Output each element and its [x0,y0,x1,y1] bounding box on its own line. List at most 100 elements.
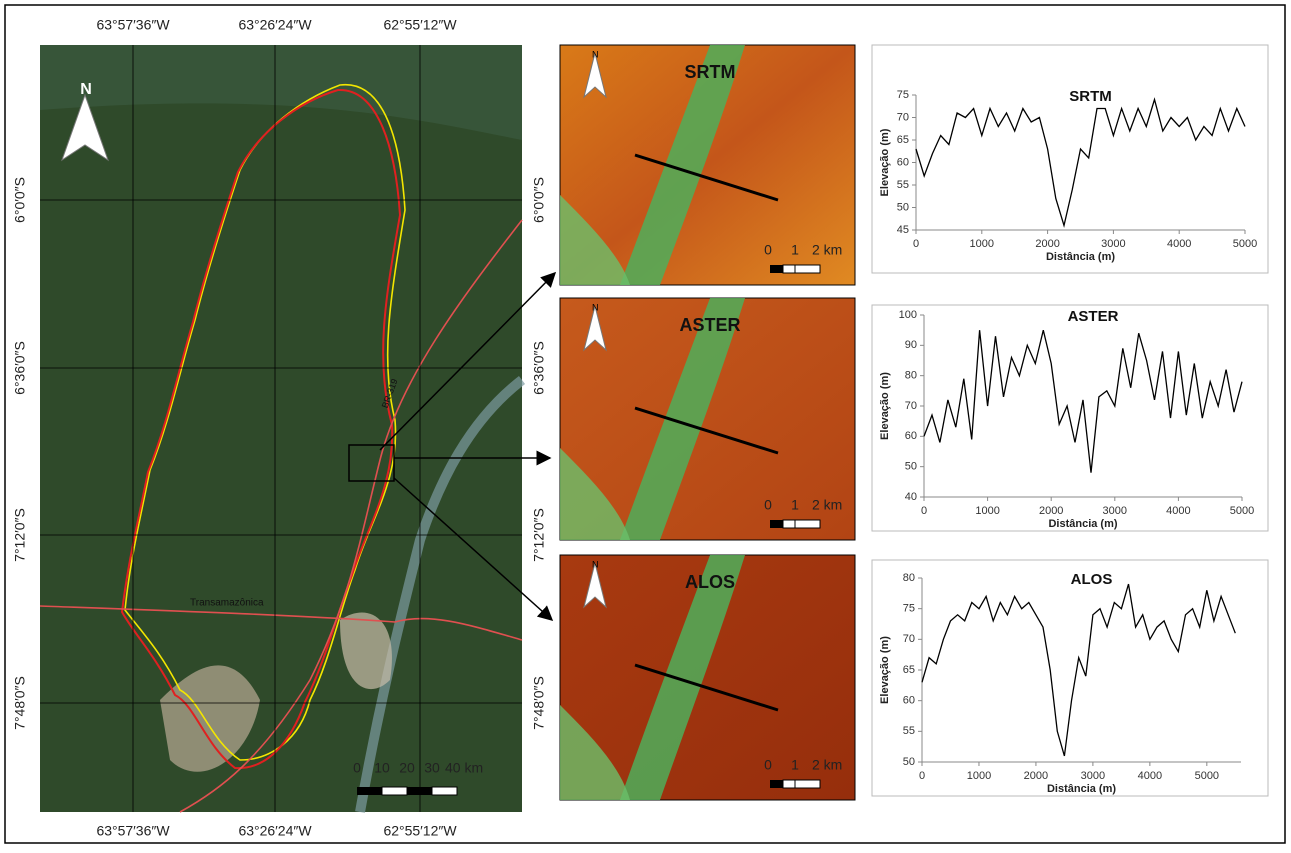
scale-label: 2 km [812,757,842,773]
scale-label: 0 [764,757,772,773]
scale-label: 0 [353,760,361,776]
scale-label: 10 [374,760,390,776]
x-tick-label: 2000 [1039,505,1063,517]
x-axis-title: Distância (m) [1048,518,1117,530]
y-tick-label: 70 [903,633,915,645]
scale-label: 1 [791,757,799,773]
figure: N Transamazônica BR-319 0 10 20 30 40 km… [0,0,1291,848]
y-tick-label: 60 [905,430,917,442]
x-tick-label: 0 [919,770,925,782]
y-tick-label: 70 [897,111,909,123]
y-tick-label: 55 [897,179,909,191]
lat-label: 7°48′0″S [12,676,28,730]
lon-label: 63°26′24″W [238,17,312,33]
y-tick-label: 50 [903,756,915,768]
x-tick-label: 5000 [1233,238,1257,250]
profile-chart: 45 50 55 60 65 70 75 0 1000 2000 3000 4000 5000 SRTM D… [872,45,1268,273]
scale-seg [770,780,783,788]
x-tick-label: 2000 [1024,770,1048,782]
scale-label: 20 [399,760,415,776]
x-tick-label: 2000 [1035,238,1059,250]
scale-seg [795,520,820,528]
y-tick-label: 80 [905,370,917,382]
scale-seg [783,780,795,788]
chart-title: ASTER [1068,308,1119,325]
panel-title: ALOS [685,572,735,592]
y-tick-label: 65 [903,664,915,676]
scale-bar [357,787,457,795]
profile-chart: 50 55 60 65 70 75 80 0 1000 2000 3000 4000 5000 ALOS D… [872,560,1268,796]
y-tick-label: 70 [905,400,917,412]
x-tick-label: 5000 [1230,505,1254,517]
panel-title: ASTER [679,315,740,335]
scale-label: 40 km [445,760,483,776]
road-label: Transamazônica [190,598,264,609]
lat-label: 7°12′0″S [12,508,28,562]
lon-label: 62°55′12″W [383,17,457,33]
scale-seg [783,520,795,528]
lat-label: 6°0′0″S [531,177,547,223]
scale-seg [783,265,795,273]
y-axis-title: Elevação (m) [879,372,891,440]
map-background [40,45,522,812]
lon-label: 63°57′36″W [96,823,170,839]
scale-seg [770,265,783,273]
y-tick-label: 65 [897,134,909,146]
x-tick-label: 5000 [1195,770,1219,782]
x-axis-title: Distância (m) [1046,251,1115,263]
x-tick-label: 3000 [1103,505,1127,517]
y-tick-label: 80 [903,572,915,584]
lat-label: 6°36′0″S [12,341,28,395]
lon-label: 62°55′12″W [383,823,457,839]
north-label: N [80,81,92,98]
lon-label: 63°57′36″W [96,17,170,33]
panel-title: SRTM [685,62,736,82]
y-axis-title: Elevação (m) [879,636,891,704]
y-tick-label: 50 [897,201,909,213]
y-tick-label: 60 [903,695,915,707]
y-tick-label: 90 [905,339,917,351]
scale-seg [770,520,783,528]
scale-label: 1 [791,242,799,258]
scale-seg [795,780,820,788]
y-axis-title: Elevação (m) [879,128,891,196]
chart-title: ALOS [1071,571,1113,588]
y-tick-label: 40 [905,491,917,503]
x-tick-label: 0 [913,238,919,250]
x-tick-label: 0 [921,505,927,517]
x-tick-label: 3000 [1081,770,1105,782]
y-tick-label: 60 [897,156,909,168]
x-axis-title: Distância (m) [1047,783,1116,795]
lat-label: 7°12′0″S [531,508,547,562]
y-tick-label: 75 [897,89,909,101]
scale-seg [795,265,820,273]
x-tick-label: 3000 [1101,238,1125,250]
chart-box [872,45,1268,273]
lat-label: 6°36′0″S [531,341,547,395]
scale-label: 1 [791,497,799,513]
chart-title: SRTM [1069,88,1112,105]
y-tick-label: 50 [905,461,917,473]
x-tick-label: 1000 [970,238,994,250]
scale-label: 30 [424,760,440,776]
scale-label: 2 km [812,497,842,513]
x-tick-label: 1000 [967,770,991,782]
main-map: N Transamazônica BR-319 0 10 20 30 40 km [40,45,522,812]
x-tick-label: 4000 [1166,505,1190,517]
north-label: N [592,49,599,59]
x-tick-label: 4000 [1167,238,1191,250]
y-tick-label: 45 [897,224,909,236]
lat-label: 7°48′0″S [531,676,547,730]
scale-label: 0 [764,242,772,258]
north-label: N [592,302,599,312]
north-label: N [592,559,599,569]
scale-label: 2 km [812,242,842,258]
y-tick-label: 100 [899,309,917,321]
scale-label: 0 [764,497,772,513]
x-tick-label: 4000 [1138,770,1162,782]
y-tick-label: 75 [903,603,915,615]
lon-label: 63°26′24″W [238,823,312,839]
x-tick-label: 1000 [975,505,999,517]
y-tick-label: 55 [903,725,915,737]
